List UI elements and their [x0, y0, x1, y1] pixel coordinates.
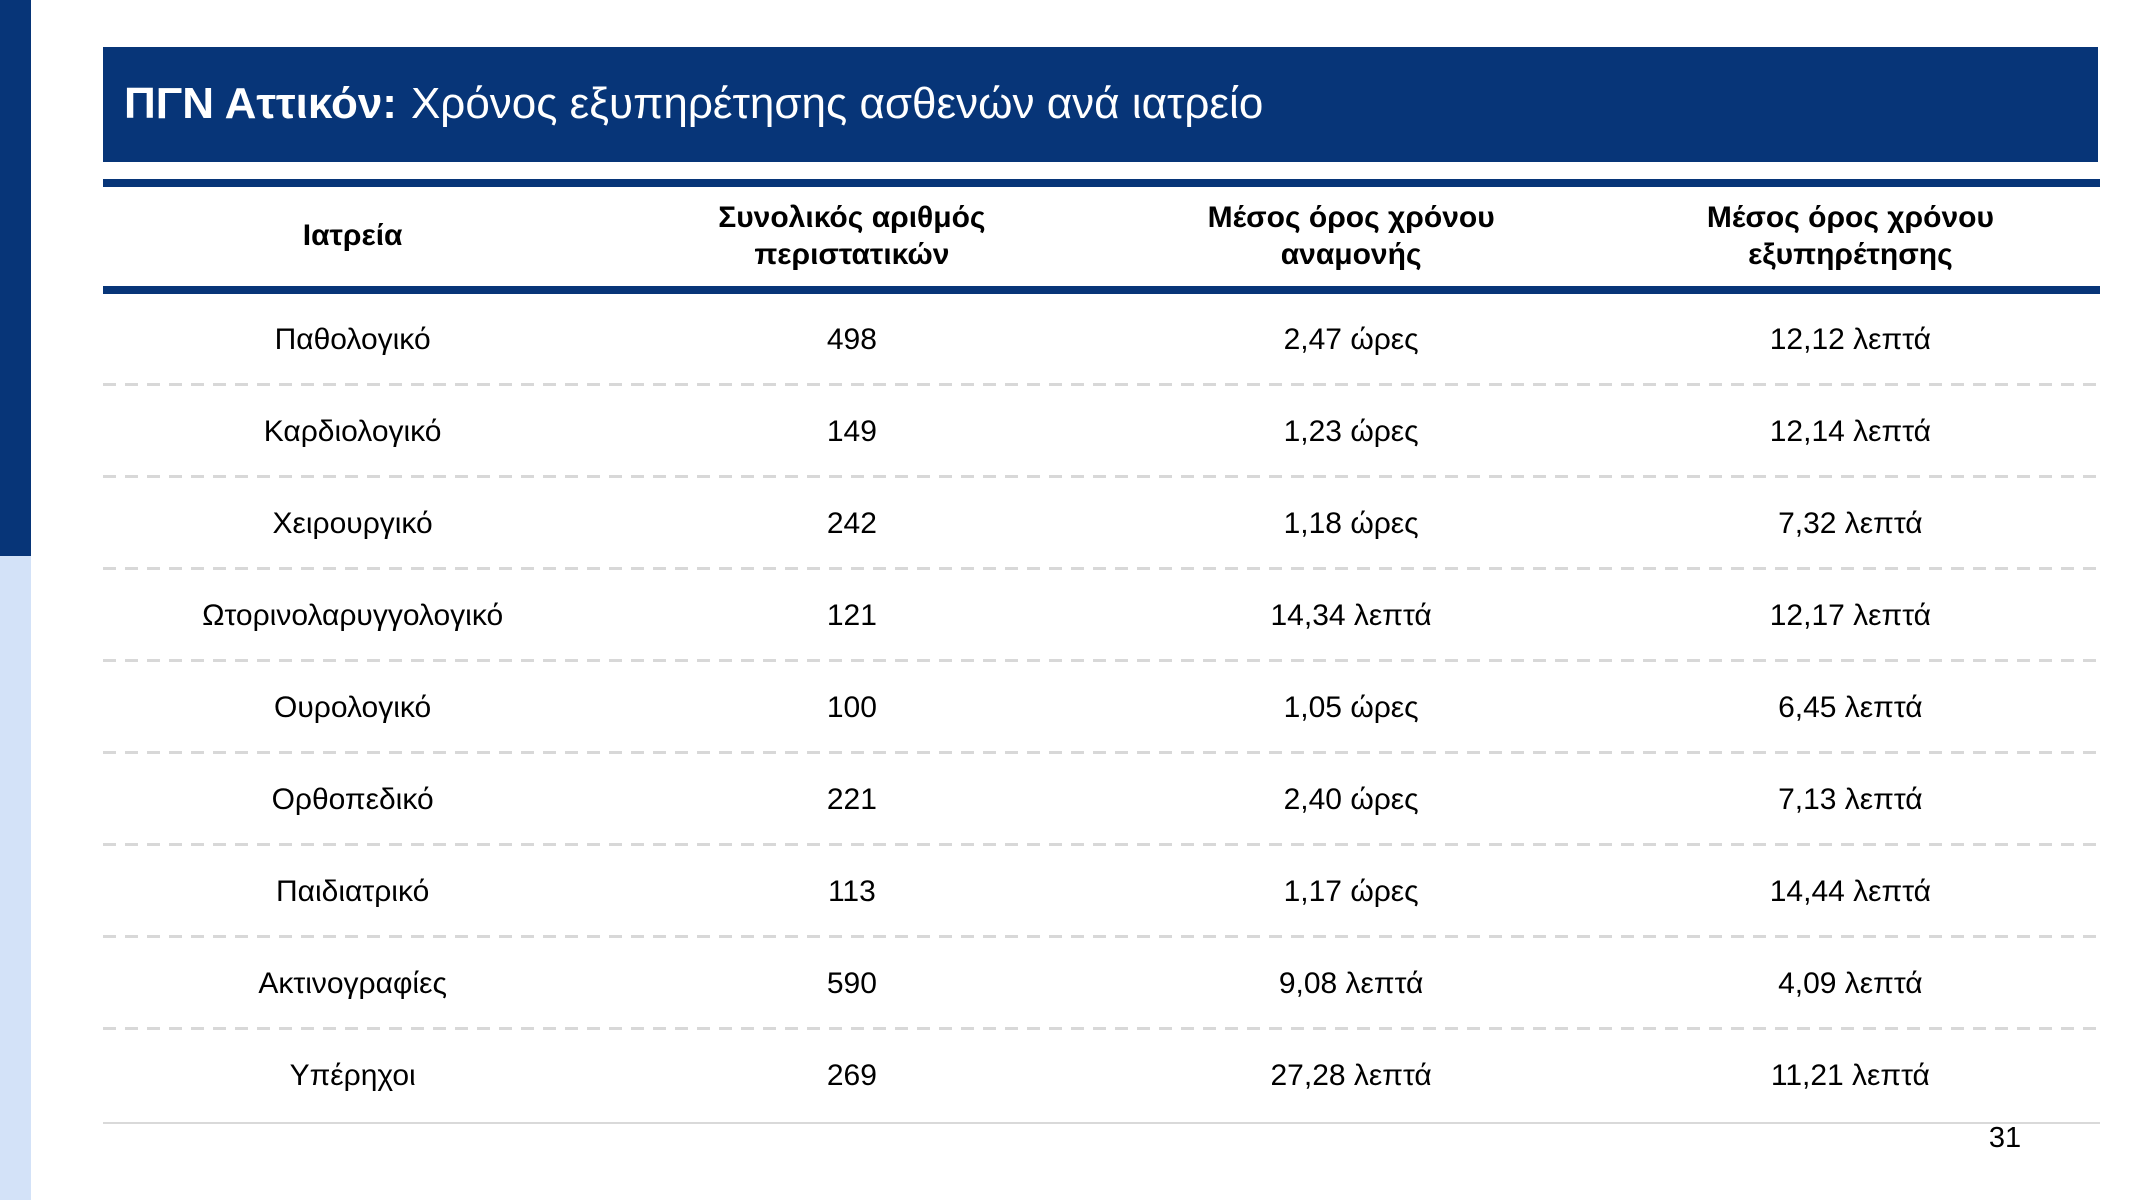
table-cell: 1,23 ώρες [1283, 415, 1419, 448]
column-header-2: Συνολικός αριθμός περιστατικών [602, 187, 1101, 286]
table-cell: 269 [826, 1059, 877, 1092]
table-cell: 7,32 λεπτά [1778, 507, 1923, 540]
table-row: Ακτινογραφίες 590 9,08 λεπτά 4,09 λεπτά [103, 938, 2100, 1030]
table-cell: 14,34 λεπτά [1270, 599, 1432, 632]
slide-title-bar: ΠΓΝ Αττικόν: Χρόνος εξυπηρέτησης ασθενών… [103, 47, 2098, 162]
table-cell: 1,05 ώρες [1283, 691, 1419, 724]
table-cell: 221 [826, 783, 877, 816]
table-top-rule [103, 179, 2100, 187]
table-cell: 2,40 ώρες [1283, 783, 1419, 816]
table-body: Παθολογικό 498 2,47 ώρες 12,12 λεπτά Καρδιολ… [103, 294, 2100, 1122]
header-bottom-rule [103, 286, 2100, 294]
slide-title-text: Χρόνος εξυπηρέτησης ασθενών ανά ιατρείο [410, 79, 1264, 129]
table-cell: Ορθοπεδικό [271, 783, 434, 816]
table-row: Παιδιατρικό 113 1,17 ώρες 14,44 λεπτά [103, 846, 2100, 938]
table-row: Παθολογικό 498 2,47 ώρες 12,12 λεπτά [103, 294, 2100, 386]
hospital-name: ΠΓΝ Αττικόν: [124, 79, 397, 129]
table-row: Καρδιολογικό 149 1,23 ώρες 12,14 λεπτά [103, 386, 2100, 478]
table-cell: 498 [826, 323, 877, 356]
table-cell: 12,14 λεπτά [1769, 415, 1931, 448]
table-cell: 590 [826, 967, 877, 1000]
table-cell: 113 [827, 875, 876, 908]
table-row: Ουρολογικό 100 1,05 ώρες 6,45 λεπτά [103, 662, 2100, 754]
table-cell: 242 [826, 507, 877, 540]
left-accent-bar-navy [0, 0, 31, 556]
table-cell: 12,12 λεπτά [1769, 323, 1931, 356]
table-cell: Παιδιατρικό [275, 875, 430, 908]
table-cell: 2,47 ώρες [1283, 323, 1419, 356]
table-row: Υπέρηχοι 269 27,28 λεπτά 11,21 λεπτά [103, 1030, 2100, 1122]
table-cell: 1,18 ώρες [1283, 507, 1419, 540]
page-number: 31 [1988, 1122, 2022, 1154]
table-cell: Ωτορινολαρυγγολογικό [202, 599, 504, 632]
table-cell: 12,17 λεπτά [1769, 599, 1931, 632]
table-cell: 9,08 λεπτά [1278, 967, 1424, 1000]
table-header-row: Ιατρεία Συνολικός αριθμός περιστατικών Μέσ… [103, 187, 2100, 286]
table-cell: 14,44 λεπτά [1769, 875, 1931, 908]
column-header-1: Ιατρεία [103, 187, 602, 286]
table-cell: 7,13 λεπτά [1778, 783, 1923, 816]
column-header-label: Συνολικός αριθμός περιστατικών [718, 200, 986, 271]
column-header-label: Μέσος όρος χρόνου αναμονής [1207, 200, 1495, 271]
table-bottom-rule [103, 1122, 2100, 1124]
table-cell: Ουρολογικό [274, 691, 432, 724]
table-row: Ορθοπεδικό 221 2,40 ώρες 7,13 λεπτά [103, 754, 2100, 846]
table-cell: Υπέρηχοι [289, 1059, 416, 1092]
table-cell: 1,17 ώρες [1283, 875, 1419, 908]
table-cell: 4,09 λεπτά [1778, 967, 1923, 1000]
column-header-3: Μέσος όρος χρόνου αναμονής [1102, 187, 1601, 286]
table-cell: 6,45 λεπτά [1778, 691, 1923, 724]
table-cell: 27,28 λεπτά [1270, 1059, 1432, 1092]
table-cell: 121 [826, 599, 877, 632]
table-cell: Ακτινογραφίες [258, 967, 447, 1000]
left-accent-bar-lightblue [0, 556, 31, 1200]
table-cell: 149 [826, 415, 877, 448]
table-cell: 11,21 λεπτά [1770, 1059, 1930, 1092]
table-row: Ωτορινολαρυγγολογικό 121 14,34 λεπτά 12,17 … [103, 570, 2100, 662]
table-row: Χειρουργικό 242 1,18 ώρες 7,32 λεπτά [103, 478, 2100, 570]
table-cell: Παθολογικό [274, 323, 431, 356]
table-cell: 100 [826, 691, 877, 724]
table-cell: Χειρουργικό [272, 507, 433, 540]
column-header-label: Ιατρεία [302, 219, 403, 253]
table-cell: Καρδιολογικό [263, 415, 442, 448]
column-header-label: Μέσος όρος χρόνου εξυπηρέτησης [1706, 200, 1994, 271]
column-header-4: Μέσος όρος χρόνου εξυπηρέτησης [1601, 187, 2100, 286]
